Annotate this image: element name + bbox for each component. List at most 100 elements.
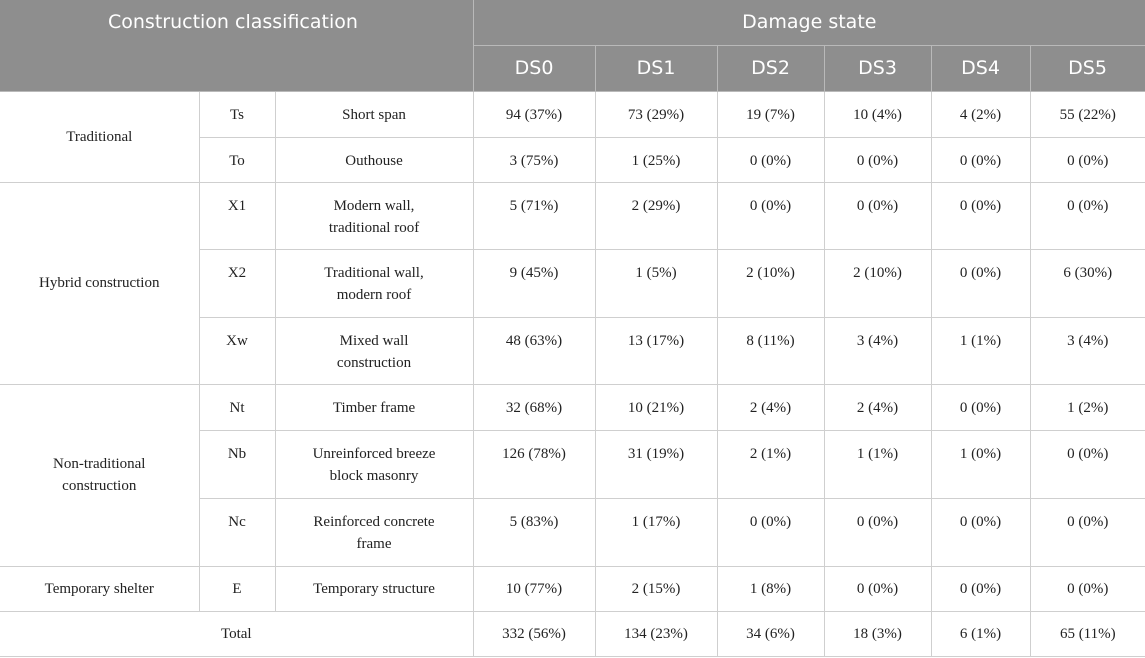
cell-ds2: 2 (4%) (716, 383, 825, 431)
row-description: Reinforced concrete frame (274, 497, 474, 567)
cell-ds4: 0 (0%) (930, 497, 1031, 567)
table-row: To Outhouse 3 (75%) 1 (25%) 0 (0%) 0 (0%… (0, 136, 1145, 183)
cell-ds1: 1 (17%) (594, 497, 718, 567)
cell-ds4: 0 (0%) (930, 181, 1031, 250)
row-description: Temporary structure (274, 565, 474, 612)
ds3-header: DS3 (823, 45, 932, 92)
cell-ds2: 2 (1%) (716, 429, 825, 499)
table-header: Construction classification Damage state… (0, 0, 1145, 92)
table-body: Traditional Ts Short span 94 (37%) 73 (2… (0, 90, 1145, 657)
cell-ds1: 2 (29%) (594, 181, 718, 250)
cell-ds0: 32 (68%) (472, 383, 596, 431)
cell-ds5: 0 (0%) (1029, 136, 1145, 183)
cell-ds1: 1 (25%) (594, 136, 718, 183)
total-ds3: 18 (3%) (823, 610, 932, 657)
cell-ds4: 0 (0%) (930, 136, 1031, 183)
cell-ds3: 2 (4%) (823, 383, 932, 431)
cell-ds0: 94 (37%) (472, 90, 596, 138)
row-description: Traditional wall, modern roof (274, 248, 474, 318)
cell-ds3: 3 (4%) (823, 316, 932, 385)
cell-ds5: 3 (4%) (1029, 316, 1145, 385)
cell-ds4: 0 (0%) (930, 565, 1031, 612)
row-code: Nt (198, 383, 276, 431)
cell-ds5: 55 (22%) (1029, 90, 1145, 138)
cell-ds3: 10 (4%) (823, 90, 932, 138)
cell-ds3: 0 (0%) (823, 181, 932, 250)
cell-ds1: 13 (17%) (594, 316, 718, 385)
table-row: Nc Reinforced concrete frame 5 (83%) 1 (… (0, 497, 1145, 567)
cell-ds1: 31 (19%) (594, 429, 718, 499)
table-row: Hybrid construction X1 Modern wall, trad… (0, 181, 1145, 385)
row-code: X2 (198, 248, 276, 318)
cell-ds3: 0 (0%) (823, 136, 932, 183)
cell-ds2: 19 (7%) (716, 90, 825, 138)
cell-ds1: 10 (21%) (594, 383, 718, 431)
row-code: Ts (198, 90, 276, 138)
cell-ds5: 1 (2%) (1029, 383, 1145, 431)
cell-ds4: 1 (1%) (930, 316, 1031, 385)
row-code: To (198, 136, 276, 183)
cell-ds5: 6 (30%) (1029, 248, 1145, 318)
ds1-header: DS1 (594, 45, 718, 92)
total-ds0: 332 (56%) (472, 610, 596, 657)
cell-ds2: 8 (11%) (716, 316, 825, 385)
row-description: Timber frame (274, 383, 474, 431)
cell-ds2: 2 (10%) (716, 248, 825, 318)
row-description: Mixed wall construction (274, 316, 474, 385)
cell-ds1: 1 (5%) (594, 248, 718, 318)
group-label-temporary-shelter: Temporary shelter (0, 565, 200, 612)
total-ds2: 34 (6%) (716, 610, 825, 657)
ds0-header: DS0 (472, 45, 596, 92)
cell-ds1: 73 (29%) (594, 90, 718, 138)
cell-ds0: 10 (77%) (472, 565, 596, 612)
cell-ds3: 0 (0%) (823, 497, 932, 567)
table-row: Temporary shelter E Temporary structure … (0, 565, 1145, 612)
cell-ds5: 0 (0%) (1029, 429, 1145, 499)
total-ds5: 65 (11%) (1029, 610, 1145, 657)
group-label-traditional: Traditional (0, 90, 200, 183)
construction-classification-header: Construction classification (0, 0, 474, 92)
cell-ds2: 1 (8%) (716, 565, 825, 612)
total-ds4: 6 (1%) (930, 610, 1031, 657)
row-code: E (198, 565, 276, 612)
table-row: Xw Mixed wall construction 48 (63%) 13 (… (0, 316, 1145, 385)
cell-ds0: 126 (78%) (472, 429, 596, 499)
cell-ds5: 0 (0%) (1029, 497, 1145, 567)
cell-ds0: 5 (83%) (472, 497, 596, 567)
row-code: Xw (198, 316, 276, 385)
group-label-non-traditional: Non-traditional construction (0, 383, 200, 567)
row-description: Unreinforced breeze block masonry (274, 429, 474, 499)
cell-ds5: 0 (0%) (1029, 565, 1145, 612)
cell-ds0: 3 (75%) (472, 136, 596, 183)
ds2-header: DS2 (716, 45, 825, 92)
table-row: Non-traditional construction Nt Timber f… (0, 383, 1145, 567)
cell-ds3: 0 (0%) (823, 565, 932, 612)
cell-ds4: 0 (0%) (930, 248, 1031, 318)
total-label: Total (0, 610, 474, 657)
ds5-header: DS5 (1029, 45, 1145, 92)
total-ds1: 134 (23%) (594, 610, 718, 657)
row-description: Outhouse (274, 136, 474, 183)
cell-ds5: 0 (0%) (1029, 181, 1145, 250)
cell-ds0: 5 (71%) (472, 181, 596, 250)
cell-ds0: 9 (45%) (472, 248, 596, 318)
cell-ds2: 0 (0%) (716, 497, 825, 567)
row-description: Short span (274, 90, 474, 138)
cell-ds3: 2 (10%) (823, 248, 932, 318)
row-code: X1 (198, 181, 276, 250)
cell-ds0: 48 (63%) (472, 316, 596, 385)
row-description: Modern wall, traditional roof (274, 181, 474, 250)
table-row: Traditional Ts Short span 94 (37%) 73 (2… (0, 90, 1145, 183)
cell-ds1: 2 (15%) (594, 565, 718, 612)
damage-state-header: Damage state (472, 0, 1145, 46)
cell-ds2: 0 (0%) (716, 136, 825, 183)
cell-ds4: 1 (0%) (930, 429, 1031, 499)
row-code: Nc (198, 497, 276, 567)
table-row: X2 Traditional wall, modern roof 9 (45%)… (0, 248, 1145, 318)
cell-ds3: 1 (1%) (823, 429, 932, 499)
table-row: Nb Unreinforced breeze block masonry 126… (0, 429, 1145, 499)
ds4-header: DS4 (930, 45, 1031, 92)
cell-ds4: 0 (0%) (930, 383, 1031, 431)
row-code: Nb (198, 429, 276, 499)
